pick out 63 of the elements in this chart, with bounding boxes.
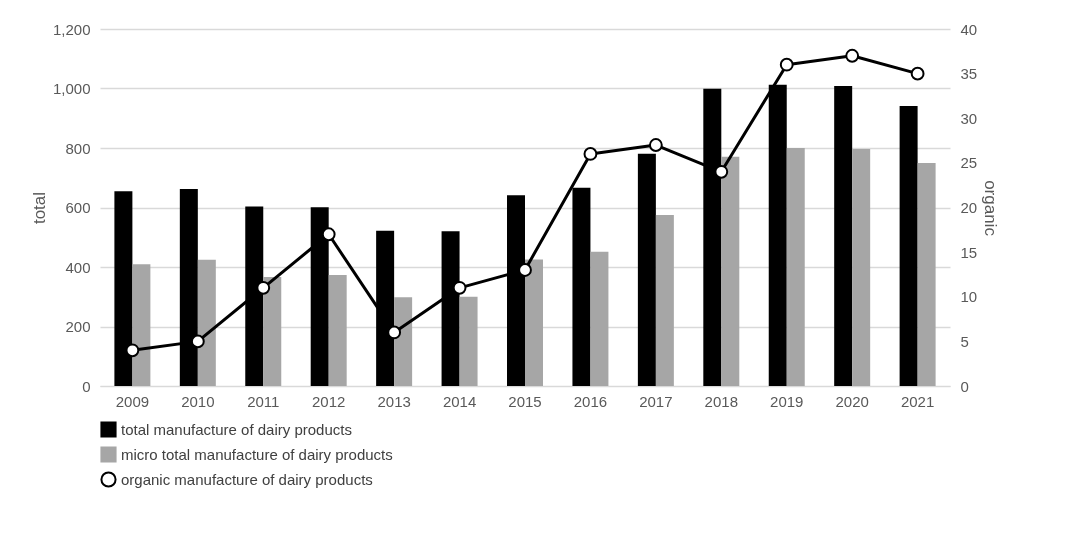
y-tick-label: 600 [65, 199, 91, 216]
bar [394, 297, 413, 386]
y2-tick-label: 40 [960, 20, 978, 38]
y-tick-label: 0 [82, 377, 91, 395]
bar [721, 156, 740, 386]
x-tick-label: 2017 [639, 392, 673, 410]
bar [786, 148, 805, 386]
bar [590, 251, 609, 386]
x-tick-label: 2016 [573, 392, 608, 410]
point [910, 66, 925, 81]
bar [655, 214, 674, 386]
y2-tick-label: 15 [960, 243, 978, 261]
y2-tick-label: 0 [960, 377, 969, 395]
legend-label: organic manufacture of dairy products [121, 470, 373, 488]
point [779, 57, 794, 72]
x-tick-label: 2021 [900, 392, 935, 410]
x-tick-label: 2012 [312, 392, 346, 410]
point [518, 263, 532, 277]
legend-label: micro total manufacture of dairy products [121, 445, 393, 463]
bar [852, 148, 871, 386]
y-tick-label: 800 [65, 139, 91, 157]
point [845, 48, 860, 63]
bar [197, 259, 216, 386]
point [256, 280, 271, 295]
x-tick-label: 2015 [508, 392, 542, 410]
x-tick-label: 2011 [247, 392, 280, 410]
y-tick-label: 1,000 [52, 80, 91, 97]
y2-tick-label: 30 [960, 109, 978, 127]
y2-tick-label: 35 [960, 65, 978, 83]
bar [459, 296, 478, 386]
point [648, 138, 663, 152]
point [387, 325, 402, 340]
bar [525, 259, 543, 386]
y-axis-title: total [29, 191, 49, 225]
point [125, 343, 140, 358]
point [190, 334, 205, 349]
x-tick-label: 2009 [115, 392, 150, 410]
bar [917, 162, 936, 386]
x-tick-label: 2018 [704, 392, 738, 410]
x-tick-label: 2019 [770, 392, 804, 410]
legend-label: total manufacture of dairy products [121, 420, 352, 438]
x-tick-label: 2013 [377, 392, 411, 410]
point [452, 280, 467, 295]
y2-tick-label: 20 [960, 199, 978, 216]
x-tick-label: 2014 [442, 392, 477, 410]
bar [263, 277, 282, 386]
point [583, 147, 598, 161]
bar [834, 86, 853, 386]
x-tick-label: 2010 [181, 392, 215, 410]
y2-axis-title: organic [981, 180, 1001, 237]
bar [899, 106, 918, 386]
y-tick-label: 200 [65, 318, 91, 335]
y-tick-label: 1,200 [52, 20, 91, 38]
y2-tick-label: 5 [960, 332, 969, 350]
point [714, 164, 729, 179]
x-tick-label: 2020 [835, 392, 869, 410]
y2-tick-label: 10 [960, 288, 978, 306]
y2-tick-label: 25 [960, 154, 978, 172]
bar [637, 153, 656, 386]
bar [132, 264, 151, 386]
y-tick-label: 400 [65, 258, 91, 276]
bar [328, 275, 347, 386]
point [321, 227, 336, 242]
